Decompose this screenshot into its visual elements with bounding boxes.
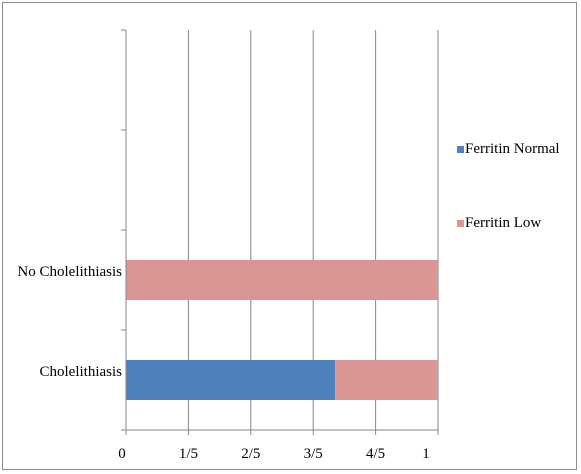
x-tick-label: 3/5 — [304, 446, 323, 462]
category-label: Cholelithiasis — [40, 364, 123, 380]
x-tick-label: 4/5 — [366, 446, 385, 462]
legend-swatch — [457, 220, 464, 227]
x-tick-label: 1/5 — [179, 446, 198, 462]
legend-label: Ferritin Low — [465, 215, 541, 231]
x-tick-label: 2/5 — [241, 446, 260, 462]
legend-swatch — [457, 146, 464, 153]
bar-segment — [126, 260, 438, 300]
x-tick-label: 0 — [118, 446, 126, 462]
bar-segment — [126, 360, 336, 400]
category-label: No Cholelithiasis — [17, 264, 122, 280]
bar-segment — [335, 360, 438, 400]
legend-label: Ferritin Normal — [465, 141, 560, 157]
x-tick-label: 1 — [422, 446, 430, 462]
